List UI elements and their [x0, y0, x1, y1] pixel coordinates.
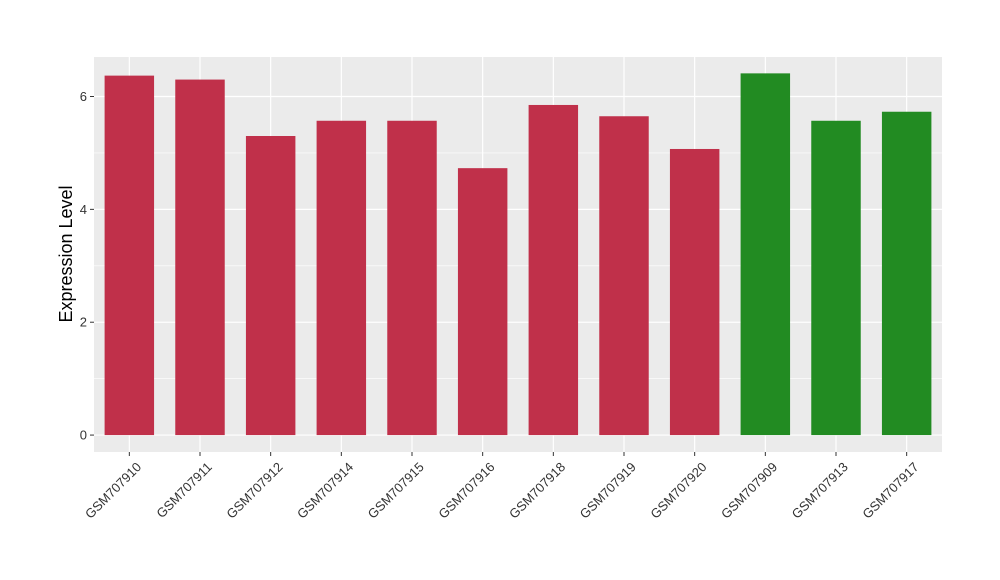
x-tick-label: GSM707915	[365, 459, 427, 521]
x-tick-label: GSM707917	[859, 459, 921, 521]
x-tick-label: GSM707919	[577, 459, 639, 521]
x-tick-label: GSM707911	[153, 459, 215, 521]
y-axis: 0 2 4 6	[80, 89, 94, 443]
x-tick-label: GSM707913	[789, 459, 851, 521]
y-tick-label: 2	[80, 315, 87, 330]
bars	[104, 73, 932, 436]
bar-GSM707909	[740, 73, 791, 436]
bar-GSM707911	[175, 79, 225, 436]
bar-GSM707916	[457, 168, 508, 436]
x-tick-label: GSM707914	[294, 459, 356, 521]
plot-panel	[94, 57, 942, 452]
bar-GSM707917	[881, 111, 932, 436]
bar-GSM707913	[811, 120, 861, 436]
y-axis-title: Expression Level	[56, 185, 76, 322]
bar-GSM707919	[599, 116, 649, 436]
x-tick-label: GSM707909	[718, 459, 780, 521]
x-axis: GSM707910 GSM707911 GSM707912 GSM707914 GSM7…	[82, 452, 922, 522]
bar-GSM707910	[104, 75, 155, 436]
bar-GSM707912	[245, 136, 296, 436]
bar-GSM707915	[387, 120, 437, 436]
bar-GSM707918	[528, 104, 579, 436]
y-tick-label: 0	[80, 428, 87, 443]
bar-GSM707914	[316, 120, 367, 436]
x-tick-label: GSM707910	[82, 459, 144, 521]
x-tick-label: GSM707918	[506, 459, 568, 521]
x-tick-label: GSM707920	[647, 459, 709, 521]
y-tick-label: 4	[80, 202, 87, 217]
minor-gridlines	[94, 152, 942, 379]
x-tick-label: GSM707912	[223, 459, 285, 521]
bar-GSM707920	[669, 148, 720, 436]
y-tick-label: 6	[80, 89, 87, 104]
x-tick-label: GSM707916	[435, 459, 497, 521]
